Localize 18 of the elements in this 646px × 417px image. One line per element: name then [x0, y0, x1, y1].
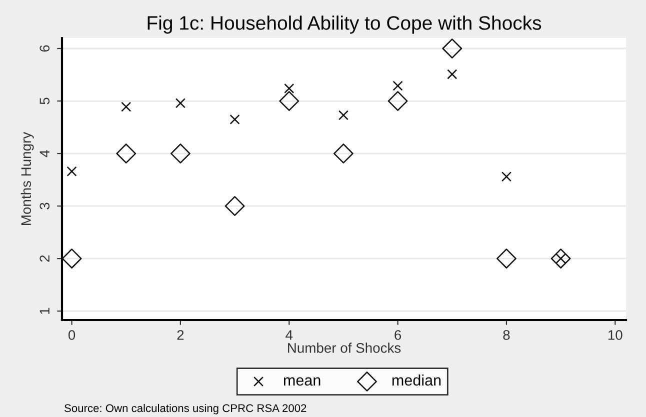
y-tick-label: 5	[40, 98, 50, 104]
y-tick-label: 6	[40, 45, 50, 52]
chart-title: Fig 1c: Household Ability to Cope with Shocks	[148, 16, 542, 34]
x-tick-label: 6	[394, 330, 402, 340]
x-tick-label: 0	[68, 330, 76, 340]
legend-label: median	[392, 374, 441, 386]
y-axis-title: Months Hungry	[20, 132, 34, 225]
y-tick-label: 2	[40, 255, 50, 262]
x-axis-title: Number of Shocks	[288, 342, 401, 353]
legend-label: mean	[284, 377, 320, 386]
x-tick-label: 2	[177, 330, 184, 340]
x-tick-label: 10	[608, 330, 622, 340]
source-note: Source: Own calculations using CPRC RSA 2002	[64, 404, 306, 414]
y-tick-label: 4	[40, 150, 50, 158]
y-tick-label: 1	[40, 308, 50, 314]
y-tick-label: 3	[40, 202, 50, 210]
x-tick-label: 8	[503, 330, 510, 340]
x-tick-label: 4	[286, 330, 293, 340]
